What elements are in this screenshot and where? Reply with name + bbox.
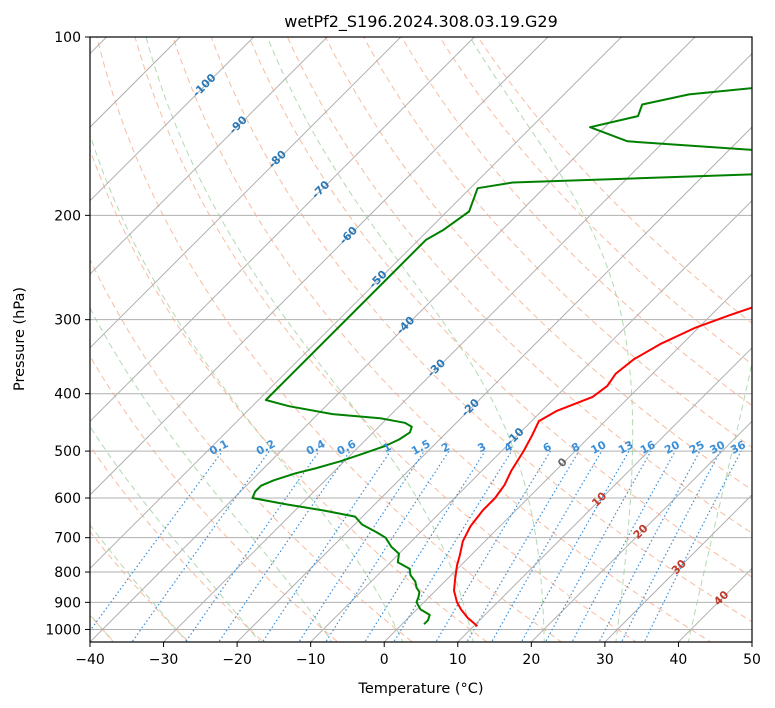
moist-adiabat	[687, 360, 752, 642]
axis-ticks: −40 −30 −20 −10 0 10 20 30 40 50 100 200 300 400 500 60…	[45, 30, 761, 668]
mixing-ratio-line	[393, 450, 513, 642]
y-tick-label: 200	[54, 208, 81, 224]
moist-adiabat	[266, 37, 545, 642]
x-axis-title: Temperature (°C)	[357, 681, 483, 697]
mixing-ratio-line	[218, 450, 351, 642]
mixing-ratio-line	[184, 450, 320, 642]
moist-adiabat	[90, 307, 333, 642]
y-tick-label: 900	[54, 595, 81, 611]
mixing-ratio-line	[261, 450, 391, 642]
moist-adiabat	[90, 425, 261, 642]
mixing-ratio-line	[466, 450, 580, 642]
isotherm-line	[457, 347, 752, 642]
mixing-ratio-label: 10	[589, 438, 609, 457]
y-tick-label: 1000	[45, 622, 81, 638]
dry-adiabat	[96, 37, 563, 642]
x-tick-label: −40	[75, 652, 105, 668]
isotherms	[90, 37, 752, 642]
x-tick-label: −10	[296, 652, 326, 668]
isotherm-line	[90, 37, 402, 349]
y-tick-label: 600	[54, 491, 81, 507]
isotherm-line	[162, 52, 752, 642]
mixing-ratio-label: 16	[638, 438, 658, 457]
isotherm-line	[90, 37, 549, 496]
dry-adiabat	[90, 445, 264, 642]
mixing-ratio-label: 25	[687, 438, 707, 457]
profiles	[251, 87, 752, 627]
mixing-ratio-label: 20	[662, 438, 682, 457]
dry-adiabat	[286, 37, 752, 534]
mixing-ratio-line	[364, 450, 486, 642]
y-tick-label: 300	[54, 313, 81, 329]
mixing-ratio-line	[324, 450, 450, 642]
dry-adiabat	[439, 37, 752, 365]
mixing-ratio-label: 30	[708, 438, 728, 457]
y-tick-label: 700	[54, 531, 81, 547]
plot-frame	[89, 36, 753, 643]
pressure-grid	[90, 37, 752, 630]
y-tick-label: 100	[54, 30, 81, 46]
x-tick-label: 20	[522, 652, 540, 668]
moist-adiabat	[145, 37, 474, 642]
mixing-ratio-line	[90, 450, 223, 632]
mixing-ratio-lines	[90, 450, 742, 642]
moist-adiabat	[90, 524, 188, 642]
moist-adiabats	[90, 37, 752, 642]
isotherm-line	[383, 273, 752, 642]
x-tick-label: −20	[222, 652, 252, 668]
y-axis-title: Pressure (hPa)	[12, 287, 28, 391]
mixing-ratio-line	[620, 450, 721, 642]
isotherm-line	[236, 126, 752, 642]
dry-adiabat	[248, 37, 752, 578]
mixing-ratio-line	[298, 450, 425, 642]
x-tick-label: 0	[380, 652, 389, 668]
mixing-ratio-line	[598, 450, 701, 642]
mixing-ratio-line	[571, 450, 676, 642]
dry-adiabat	[363, 37, 752, 449]
mixing-ratio-label: 36	[728, 438, 748, 457]
moist-adiabat	[469, 37, 634, 642]
y-tick-label: 400	[54, 387, 81, 403]
isotherm-line	[530, 420, 752, 642]
plot-area: 0.1 0.2 0.4 0.6 1 1.5 2 3 4 6 8 10 13 16 20 25 30 36-100-…	[90, 37, 752, 642]
x-tick-label: 30	[596, 652, 614, 668]
dry-adiabat	[401, 37, 752, 407]
isotherm-line	[604, 494, 752, 642]
dry-adiabat	[90, 531, 190, 642]
isotherm-line	[90, 37, 696, 642]
mixing-ratio-line	[131, 450, 270, 642]
x-tick-label: 10	[449, 652, 467, 668]
isotherm-line	[309, 199, 752, 642]
chart-title: wetPf2_S196.2024.308.03.19.G29	[284, 12, 558, 32]
moist-adiabat	[90, 133, 404, 642]
dry-adiabat	[90, 355, 339, 642]
dry-adiabat	[134, 37, 638, 642]
x-tick-label: −30	[149, 652, 179, 668]
y-tick-label: 500	[54, 444, 81, 460]
dry-adiabat	[90, 258, 414, 642]
temperature-profile	[453, 306, 752, 627]
dry-adiabat	[90, 148, 488, 642]
dry-adiabat	[172, 37, 712, 642]
x-tick-label: 50	[743, 652, 761, 668]
mixing-ratio-label: 13	[616, 438, 636, 457]
isotherm-line	[90, 37, 623, 570]
y-tick-label: 800	[54, 565, 81, 581]
x-tick-label: 40	[670, 652, 688, 668]
isotherm-line	[90, 37, 476, 423]
dewpoint-profile	[251, 87, 752, 625]
